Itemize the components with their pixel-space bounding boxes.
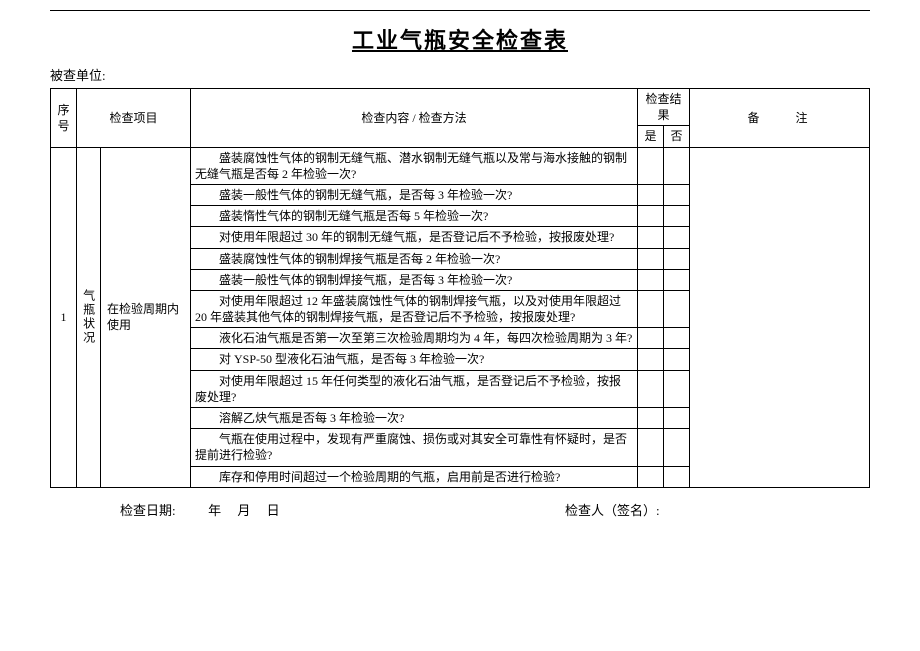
year-label: 年 — [208, 503, 221, 518]
table-body: 1 气瓶状况 在检验周期内使用 盛装腐蚀性气体的钢制无缝气瓶、潜水钢制无缝气瓶以… — [51, 147, 870, 487]
cell-yes — [637, 370, 663, 407]
cell-content: 对 YSP-50 型液化石油气瓶，是否每 3 年检验一次? — [191, 349, 638, 370]
header-content: 检查内容 / 检查方法 — [191, 89, 638, 148]
header-project: 检查项目 — [77, 89, 191, 148]
footer: 检查日期: 年 月 日 检查人（签名）: — [50, 500, 870, 519]
inspector-label: 检查人（签名）: — [565, 503, 660, 518]
cell-no — [663, 147, 689, 184]
cell-content: 盛装腐蚀性气体的钢制焊接气瓶是否每 2 年检验一次? — [191, 248, 638, 269]
cell-yes — [637, 349, 663, 370]
cell-yes — [637, 328, 663, 349]
cell-content: 液化石油气瓶是否第一次至第三次检验周期均为 4 年，每四次检验周期为 3 年? — [191, 328, 638, 349]
page-title: 工业气瓶安全检查表 — [50, 23, 870, 55]
cell-no — [663, 466, 689, 487]
cell-content: 库存和停用时间超过一个检验周期的气瓶，启用前是否进行检验? — [191, 466, 638, 487]
month-label: 月 — [237, 503, 250, 518]
table-row: 1 气瓶状况 在检验周期内使用 盛装腐蚀性气体的钢制无缝气瓶、潜水钢制无缝气瓶以… — [51, 147, 870, 184]
cell-no — [663, 328, 689, 349]
cell-content: 盛装腐蚀性气体的钢制无缝气瓶、潜水钢制无缝气瓶以及常与海水接触的钢制无缝气瓶是否… — [191, 147, 638, 184]
header-remark: 备注 — [690, 89, 870, 148]
cell-content: 盛装一般性气体的钢制焊接气瓶，是否每 3 年检验一次? — [191, 269, 638, 290]
cell-content: 盛装一般性气体的钢制无缝气瓶，是否每 3 年检验一次? — [191, 184, 638, 205]
unit-label: 被查单位: — [50, 65, 870, 84]
cell-content: 对使用年限超过 12 年盛装腐蚀性气体的钢制焊接气瓶，以及对使用年限超过 20 … — [191, 290, 638, 327]
cell-project-group: 气瓶状况 — [77, 147, 101, 487]
cell-no — [663, 429, 689, 466]
cell-yes — [637, 248, 663, 269]
header-no: 否 — [663, 126, 689, 147]
header-yes: 是 — [637, 126, 663, 147]
cell-yes — [637, 408, 663, 429]
cell-content: 气瓶在使用过程中，发现有严重腐蚀、损伤或对其安全可靠性有怀疑时，是否提前进行检验… — [191, 429, 638, 466]
header-row-1: 序号 检查项目 检查内容 / 检查方法 检查结果 备注 — [51, 89, 870, 126]
cell-content: 溶解乙炔气瓶是否每 3 年检验一次? — [191, 408, 638, 429]
cell-no — [663, 290, 689, 327]
cell-seq: 1 — [51, 147, 77, 487]
cell-no — [663, 206, 689, 227]
header-seq: 序号 — [51, 89, 77, 148]
cell-no — [663, 349, 689, 370]
top-rule — [50, 10, 870, 11]
cell-yes — [637, 290, 663, 327]
footer-date: 检查日期: 年 月 日 — [120, 500, 425, 519]
cell-no — [663, 227, 689, 248]
cell-no — [663, 408, 689, 429]
cell-content: 对使用年限超过 30 年的钢制无缝气瓶，是否登记后不予检验，按报废处理? — [191, 227, 638, 248]
cell-content: 盛装惰性气体的钢制无缝气瓶是否每 5 年检验一次? — [191, 206, 638, 227]
header-result: 检查结果 — [637, 89, 689, 126]
inspection-table: 序号 检查项目 检查内容 / 检查方法 检查结果 备注 是 否 1 气瓶状况 在… — [50, 88, 870, 488]
cell-no — [663, 269, 689, 290]
cell-yes — [637, 269, 663, 290]
cell-content: 对使用年限超过 15 年任何类型的液化石油气瓶，是否登记后不予检验，按报废处理? — [191, 370, 638, 407]
footer-inspector: 检查人（签名）: — [425, 500, 870, 519]
cell-yes — [637, 227, 663, 248]
date-label: 检查日期: — [120, 503, 176, 518]
day-label: 日 — [267, 503, 280, 518]
cell-yes — [637, 184, 663, 205]
cell-remark — [690, 147, 870, 487]
cell-yes — [637, 206, 663, 227]
cell-yes — [637, 466, 663, 487]
cell-no — [663, 184, 689, 205]
cell-project-sub: 在检验周期内使用 — [101, 147, 191, 487]
cell-yes — [637, 429, 663, 466]
cell-no — [663, 370, 689, 407]
cell-yes — [637, 147, 663, 184]
cell-no — [663, 248, 689, 269]
